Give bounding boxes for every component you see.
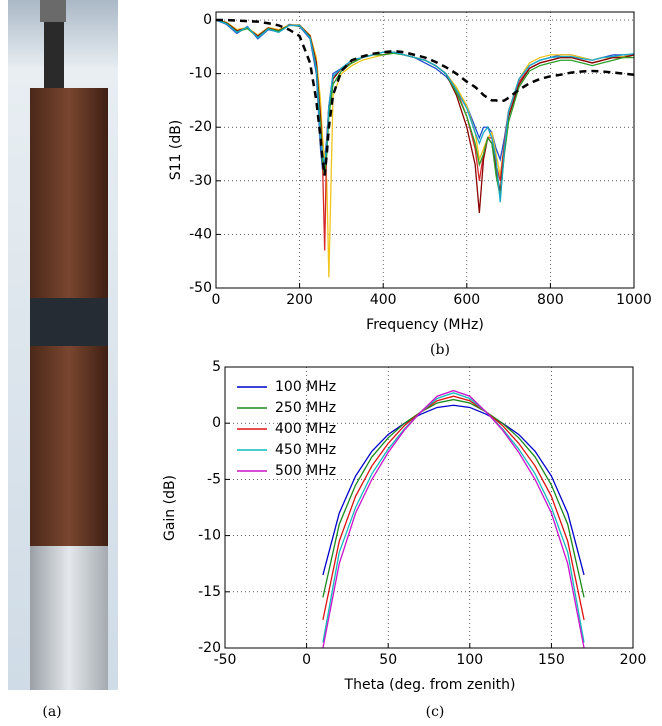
legend-label: 400 MHz xyxy=(275,421,336,437)
y-tick-label: -40 xyxy=(189,226,212,242)
y-tick-label: -30 xyxy=(189,173,212,189)
series-line xyxy=(322,404,585,576)
series-line xyxy=(216,18,635,176)
axes-frame xyxy=(215,11,635,289)
antenna-photo xyxy=(8,0,118,690)
cable xyxy=(44,0,64,92)
x-tick-label: 600 xyxy=(453,292,480,308)
y-tick-label: -20 xyxy=(198,640,221,656)
series-line xyxy=(215,19,635,203)
connector xyxy=(40,0,66,22)
caption: (c) xyxy=(426,704,445,720)
legend-label: 500 MHz xyxy=(275,463,336,479)
series-line xyxy=(322,395,585,621)
y-tick-label: -20 xyxy=(189,119,212,135)
x-axis-label: Theta (deg. from zenith) xyxy=(344,677,516,693)
x-tick-label: 200 xyxy=(286,292,313,308)
aluminum-tube xyxy=(30,546,108,690)
y-tick-label: 5 xyxy=(212,359,221,375)
x-tick-label: -50 xyxy=(214,652,237,668)
x-tick-label: 0 xyxy=(212,292,221,308)
x-tick-label: 200 xyxy=(620,652,647,668)
x-tick-label: 400 xyxy=(370,292,397,308)
copper-tube xyxy=(30,346,108,546)
series-line xyxy=(322,389,585,649)
copper-tube xyxy=(30,88,108,298)
y-axis-label: S11 (dB) xyxy=(168,120,184,181)
legend-label: 250 MHz xyxy=(275,400,336,416)
y-axis-label: Gain (dB) xyxy=(162,475,178,541)
plot-area xyxy=(216,12,634,288)
series-line xyxy=(322,392,585,643)
x-tick-label: 1000 xyxy=(616,292,652,308)
y-tick-label: -5 xyxy=(207,471,221,487)
x-tick-label: 100 xyxy=(456,652,483,668)
y-tick-label: -10 xyxy=(189,66,212,82)
x-tick-label: 0 xyxy=(302,652,311,668)
y-tick-label: -50 xyxy=(189,280,212,296)
chart-s11: 0 200 400 600 800 1000 -50 -40 -30 -20 -10 0 Frequen… xyxy=(168,11,652,358)
x-tick-label: 800 xyxy=(537,292,564,308)
legend-label: 100 MHz xyxy=(275,379,336,395)
x-tick-label: 50 xyxy=(379,652,397,668)
axes-frame xyxy=(224,366,634,649)
y-tick-label: 0 xyxy=(212,415,221,431)
y-tick-label: -10 xyxy=(198,528,221,544)
x-tick-label: 150 xyxy=(538,652,565,668)
caption: (b) xyxy=(430,342,450,358)
dark-band xyxy=(30,298,108,346)
legend-label: 450 MHz xyxy=(275,442,336,458)
series-line xyxy=(322,398,585,598)
x-axis-label: Frequency (MHz) xyxy=(366,317,484,333)
y-tick-label: 0 xyxy=(203,12,212,28)
y-tick-label: -15 xyxy=(198,584,221,600)
caption: (a) xyxy=(42,704,61,720)
